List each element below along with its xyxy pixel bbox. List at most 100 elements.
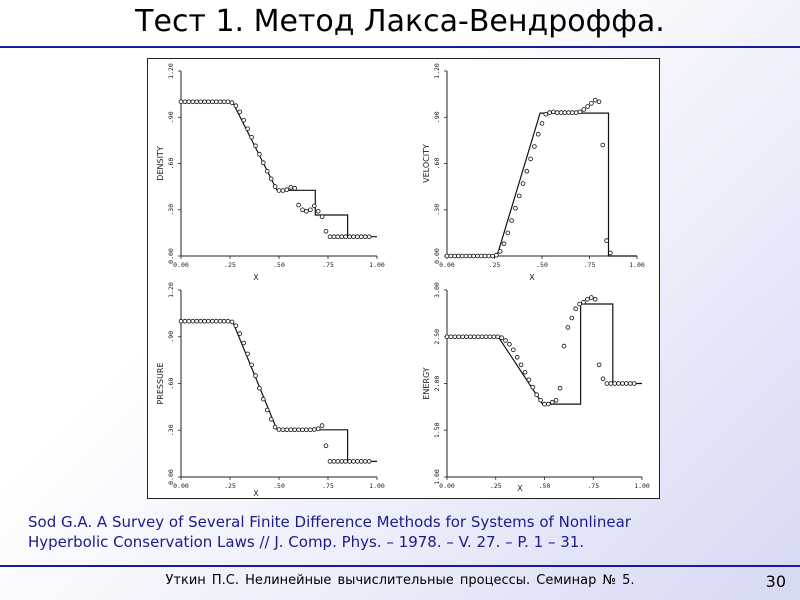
energy-data-point [596,362,602,368]
density-x-tick-label: 1.00 [369,261,385,269]
pressure-data-point [229,319,235,325]
pressure-data-point [264,407,270,413]
energy-data-point [452,334,458,340]
density-data-point [308,207,313,213]
velocity-data-point [528,156,533,162]
density-data-point [249,135,254,140]
density-data-point [217,99,223,105]
energy-data-point [627,381,633,386]
velocity-x-tick-label: 1.00 [629,261,645,269]
pressure-data-point [339,459,345,464]
pressure-y-tick-label: .60 [167,378,175,390]
density-data-point [292,185,298,191]
density-plot: 0.00 .25 .50 .75 1.00 0.00 .30 .60 .90 1.20 X DENSI… [156,63,385,282]
density-data-point [225,99,231,105]
density-data-point [312,203,317,209]
pressure-data-point [178,318,184,324]
energy-plot: 0.00 .25 .50 .75 1.00 1.00 1.50 2.00 2.50 3.00 X EN… [422,282,650,493]
density-data-point [206,99,211,105]
pressure-data-point [198,318,203,324]
pressure-data-point [296,427,301,433]
footer-divider [0,565,800,567]
energy-data-point [585,297,590,302]
pressure-y-tick-label: 0.00 [167,469,175,485]
velocity-y-tick-label: 0.00 [433,248,441,264]
energy-data-point [483,334,489,340]
energy-data-point [631,381,637,386]
velocity-y-tick-label: .60 [433,158,441,170]
density-data-point [327,234,333,240]
energy-data-point [592,297,598,302]
velocity-data-point [596,99,602,105]
energy-data-point [495,334,501,340]
density-data-point [257,151,262,157]
pressure-x-tick-label: .25 [224,482,236,490]
density-data-point [233,103,239,108]
pressure-data-point [355,459,360,464]
density-data-point [253,143,258,149]
energy-data-point [460,334,465,340]
pressure-data-point [315,426,321,432]
density-data-point [315,209,321,214]
pressure-y-tick-label: .30 [167,424,175,436]
density-exact-solution-line [181,101,377,238]
energy-data-point [565,325,571,330]
velocity-data-point [482,253,488,259]
density-data-point [182,99,188,105]
pressure-data-point [186,318,192,324]
energy-data-point [542,401,547,407]
density-data-point [245,126,250,132]
velocity-data-point [589,101,594,106]
density-data-point [210,99,215,105]
energy-x-tick-label: 0.00 [439,482,455,490]
plots-figure: 0.00.25.50.75 1.000.00.30.60.901.20XDENSI… [156,63,650,498]
velocity-data-point [554,110,560,115]
density-data-point [339,234,345,240]
velocity-data-point [471,253,476,259]
velocity-data-point [513,205,518,211]
energy-x-tick-label: .25 [490,482,502,490]
velocity-data-point [516,193,522,199]
velocity-x-tick-label: 0.00 [439,261,455,269]
density-data-point [261,160,266,165]
density-data-point [237,109,243,115]
velocity-data-point [558,110,564,115]
velocity-exact-solution-line [447,112,637,257]
velocity-plot: 0.00 .25 .50 .75 1.00 0.00 .30 .60 .90 1.20 X VELOC… [422,63,645,282]
velocity-data-point [581,107,587,112]
pressure-data-point [308,427,313,433]
pressure-data-point [335,459,341,464]
energy-data-point [444,334,450,340]
pressure-data-point [304,427,309,433]
velocity-data-point [452,253,457,259]
pressure-plot: 0.00 .25 .50 .75 1.00 0.00 .30 .60 .90 1.20 X PRESS… [156,282,385,498]
pressure-data-point [280,427,286,433]
pressure-y-axis-label: PRESSURE [156,362,165,404]
velocity-data-point [459,253,465,259]
pressure-data-point [284,427,290,433]
pressure-data-point [225,318,231,324]
pressure-data-point [206,318,211,324]
energy-x-tick-label: 1.00 [634,482,650,490]
pressure-data-point [182,318,188,324]
energy-x-tick-label: .75 [587,482,599,490]
velocity-data-point [562,110,568,115]
velocity-data-point [585,104,590,109]
pressure-y-tick-label: .90 [167,331,175,343]
pressure-data-point [362,459,368,464]
pressure-data-point [331,459,337,464]
pressure-data-point [221,318,227,324]
velocity-data-point [486,253,492,259]
energy-data-point [553,397,559,403]
pressure-data-point [323,443,329,449]
density-data-point [264,168,270,174]
density-y-tick-label: .60 [167,158,175,170]
pressure-data-point [268,416,274,422]
density-data-point [296,202,301,208]
energy-data-point [577,301,582,307]
energy-data-point [549,399,555,405]
density-data-point [300,207,305,213]
density-data-point [331,234,337,240]
density-x-tick-label: .50 [273,261,285,269]
velocity-x-tick-label: .50 [536,261,548,269]
